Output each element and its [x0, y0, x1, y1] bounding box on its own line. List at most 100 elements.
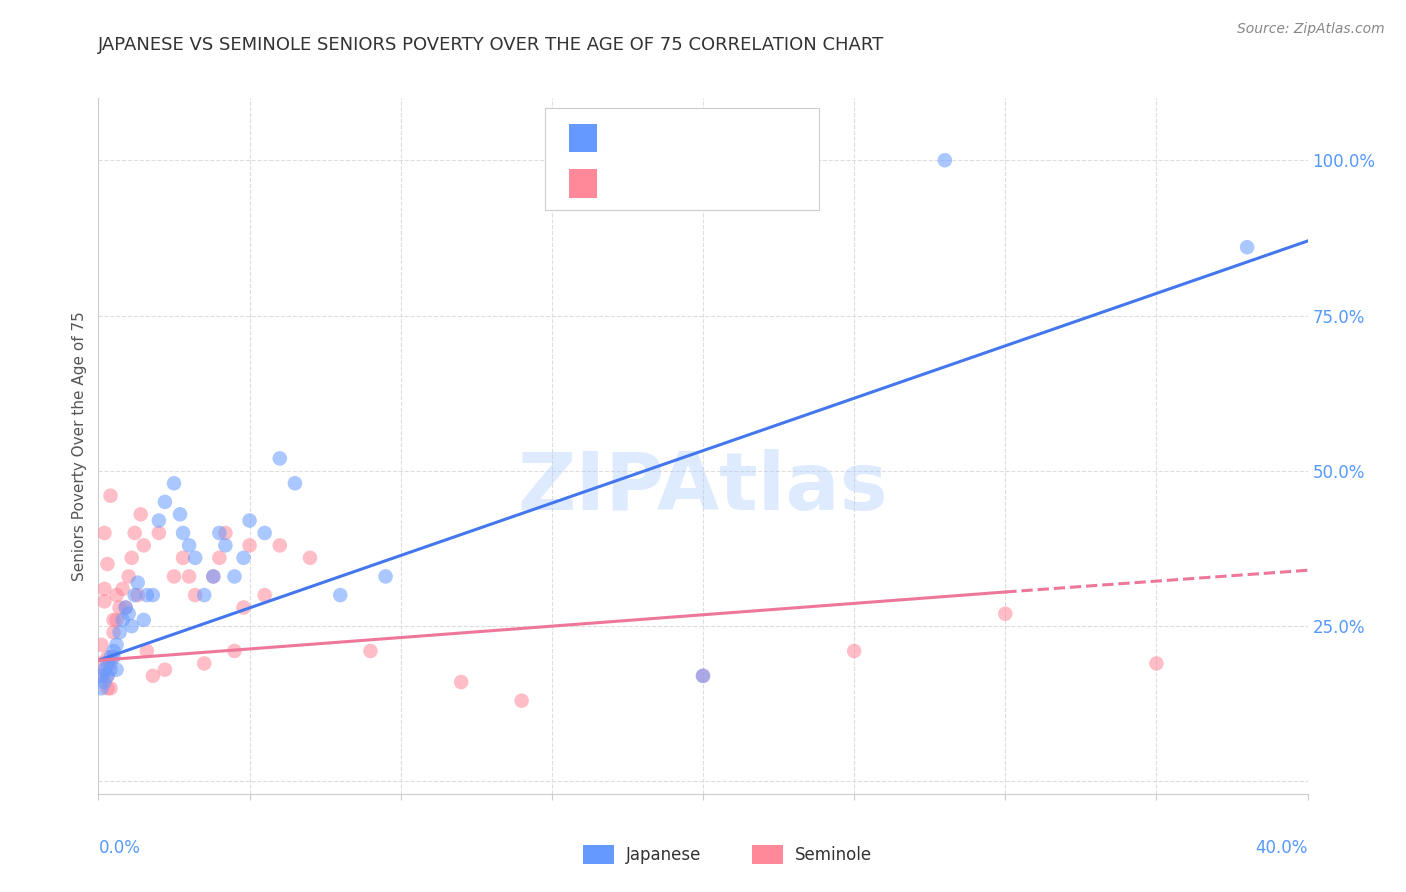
- Point: [232, 600, 254, 615]
- Point: [184, 588, 207, 602]
- Point: [105, 663, 128, 677]
- Point: [121, 550, 143, 565]
- Point: [184, 550, 207, 565]
- Point: [202, 569, 225, 583]
- Point: [108, 600, 131, 615]
- Point: [96, 650, 118, 665]
- Point: [692, 669, 714, 683]
- Point: [148, 514, 170, 528]
- Point: [103, 644, 125, 658]
- Point: [1144, 657, 1167, 671]
- Point: [135, 588, 157, 602]
- Point: [374, 569, 396, 583]
- Point: [111, 613, 134, 627]
- Point: [127, 575, 149, 590]
- Text: 40.0%: 40.0%: [1256, 839, 1308, 857]
- Point: [103, 650, 125, 665]
- Point: [510, 694, 533, 708]
- Point: [96, 669, 118, 683]
- Point: [224, 569, 246, 583]
- Text: ZIPAtlas: ZIPAtlas: [517, 449, 889, 527]
- Point: [96, 657, 118, 671]
- Point: [114, 600, 136, 615]
- Point: [90, 669, 112, 683]
- Point: [100, 489, 122, 503]
- Point: [100, 657, 122, 671]
- Point: [450, 675, 472, 690]
- Point: [93, 675, 115, 690]
- Point: [193, 588, 215, 602]
- Point: [129, 508, 152, 522]
- Point: [93, 663, 115, 677]
- Text: Seminole: Seminole: [794, 846, 872, 863]
- Point: [163, 476, 186, 491]
- Point: [299, 550, 322, 565]
- Text: 0.0%: 0.0%: [98, 839, 141, 857]
- Point: [1236, 240, 1258, 254]
- Point: [90, 681, 112, 696]
- Point: [132, 613, 155, 627]
- Point: [253, 526, 276, 541]
- Point: [692, 669, 714, 683]
- Point: [844, 644, 866, 658]
- Point: [208, 526, 231, 541]
- Point: [142, 588, 165, 602]
- Point: [239, 514, 262, 528]
- Point: [202, 569, 225, 583]
- Point: [105, 588, 128, 602]
- Point: [214, 538, 236, 552]
- Point: [121, 619, 143, 633]
- Point: [105, 613, 128, 627]
- Point: [135, 644, 157, 658]
- Point: [163, 569, 186, 583]
- Point: [269, 451, 291, 466]
- Point: [118, 569, 141, 583]
- Point: [193, 657, 215, 671]
- Point: [224, 644, 246, 658]
- Point: [93, 594, 115, 608]
- Point: [108, 625, 131, 640]
- Point: [214, 526, 236, 541]
- Point: [153, 495, 176, 509]
- Text: R = 0.632   N = 44: R = 0.632 N = 44: [606, 129, 762, 147]
- Point: [169, 508, 191, 522]
- Point: [90, 669, 112, 683]
- Point: [90, 638, 112, 652]
- Point: [132, 538, 155, 552]
- Point: [96, 557, 118, 571]
- Point: [253, 588, 276, 602]
- Point: [142, 669, 165, 683]
- Point: [127, 588, 149, 602]
- Point: [103, 613, 125, 627]
- Point: [329, 588, 352, 602]
- Point: [179, 538, 201, 552]
- Point: [105, 638, 128, 652]
- Point: [172, 550, 194, 565]
- Point: [124, 526, 146, 541]
- Point: [994, 607, 1017, 621]
- Point: [239, 538, 262, 552]
- Point: [124, 588, 146, 602]
- Point: [269, 538, 291, 552]
- Point: [118, 607, 141, 621]
- Text: JAPANESE VS SEMINOLE SENIORS POVERTY OVER THE AGE OF 75 CORRELATION CHART: JAPANESE VS SEMINOLE SENIORS POVERTY OVE…: [98, 36, 884, 54]
- Text: Japanese: Japanese: [626, 846, 702, 863]
- Point: [284, 476, 307, 491]
- Point: [232, 550, 254, 565]
- Text: R = 0.218   N = 51: R = 0.218 N = 51: [606, 175, 762, 193]
- Point: [153, 663, 176, 677]
- Point: [100, 681, 122, 696]
- Point: [96, 681, 118, 696]
- Point: [172, 526, 194, 541]
- Point: [100, 650, 122, 665]
- Point: [93, 526, 115, 541]
- Point: [208, 550, 231, 565]
- Point: [934, 153, 956, 168]
- Text: Source: ZipAtlas.com: Source: ZipAtlas.com: [1237, 22, 1385, 37]
- Point: [90, 657, 112, 671]
- Point: [96, 669, 118, 683]
- Point: [93, 582, 115, 596]
- Point: [179, 569, 201, 583]
- Point: [111, 582, 134, 596]
- Point: [100, 663, 122, 677]
